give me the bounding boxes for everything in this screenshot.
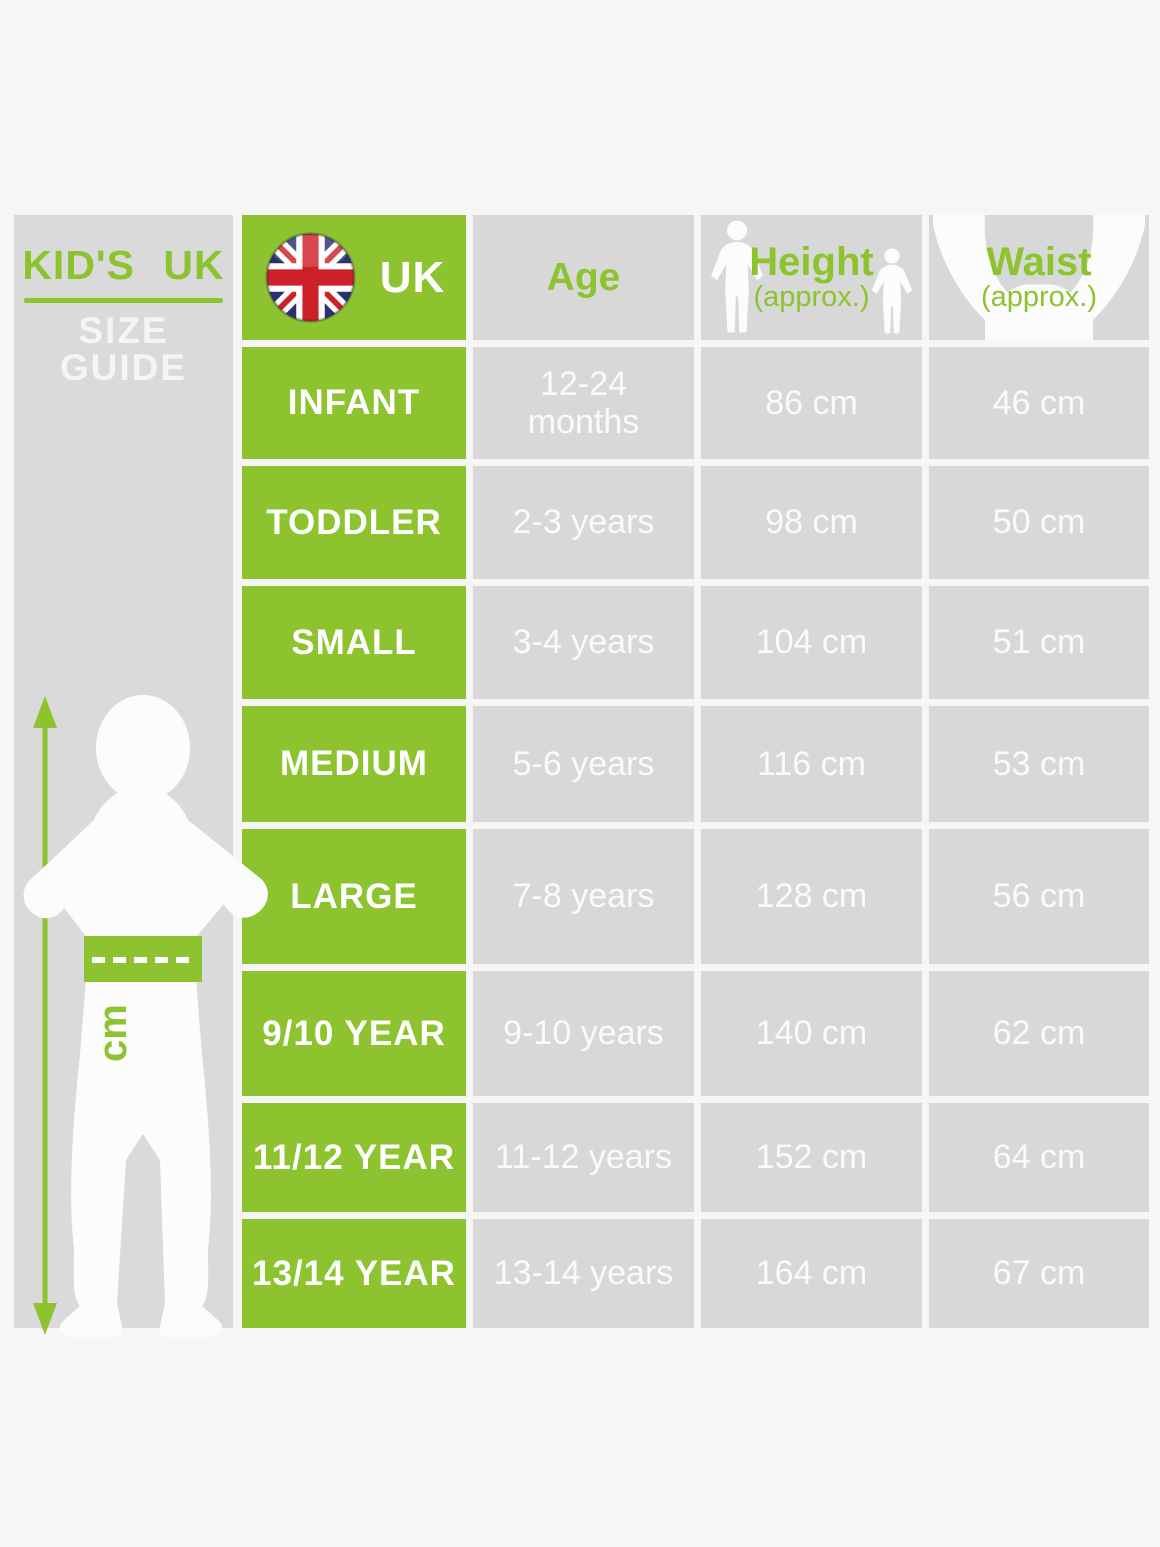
size-cell: SMALL: [242, 586, 466, 699]
header-waist-text: Waist (approx.): [981, 242, 1097, 312]
header-height-text: Height (approx.): [749, 242, 873, 312]
waist-cell-value: 62 cm: [929, 971, 1149, 1096]
panel-title-line2: SIZE GUIDE: [59, 310, 188, 388]
age-cell: 11-12 years: [473, 1103, 694, 1212]
size-cell: 11/12 YEAR: [242, 1103, 466, 1212]
waist-cell-value: 50 cm: [929, 466, 1149, 579]
waist-band-icon: [84, 936, 202, 982]
height-cell: 128 cm: [701, 829, 922, 964]
size-cell: 9/10 YEAR: [242, 971, 466, 1096]
header-uk-label: UK: [379, 252, 446, 302]
child-body: [23, 695, 268, 1337]
size-cell: TODDLER: [242, 466, 466, 579]
age-cell: 7-8 years: [473, 829, 694, 964]
waist-cell-value: 67 cm: [929, 1219, 1149, 1328]
height-cell: 116 cm: [701, 706, 922, 822]
waist-cell-value: 56 cm: [929, 829, 1149, 964]
waist-cell-value: 51 cm: [929, 586, 1149, 699]
panel-title-line1: KID'S UK: [22, 242, 225, 288]
height-cell: 104 cm: [701, 586, 922, 699]
age-cell: 2-3 years: [473, 466, 694, 579]
child-silhouette-icon: cm: [23, 695, 268, 1337]
waist-cell-value: 53 cm: [929, 706, 1149, 822]
header-cell-age: Age: [473, 215, 694, 340]
size-table: UK Age Height (approx.): [242, 215, 1149, 1328]
height-cell: 152 cm: [701, 1103, 922, 1212]
waist-torso-icon: [933, 215, 1145, 340]
age-cell: 12-24 months: [473, 347, 694, 459]
header-age-label: Age: [546, 255, 621, 299]
tall-person-icon: [711, 220, 763, 333]
height-arrow-icon: [33, 696, 57, 1335]
header-cell-uk: UK: [242, 215, 466, 340]
age-cell: 9-10 years: [473, 971, 694, 1096]
panel-title-block: KID'S UK SIZE GUIDE: [14, 215, 233, 388]
title-underline: [24, 298, 223, 303]
height-cell: 164 cm: [701, 1219, 922, 1328]
age-cell: 13-14 years: [473, 1219, 694, 1328]
height-cell: 98 cm: [701, 466, 922, 579]
size-cell: 13/14 YEAR: [242, 1219, 466, 1328]
header-waist-label: Waist: [986, 240, 1092, 285]
height-cell: 86 cm: [701, 347, 922, 459]
size-cell: MEDIUM: [242, 706, 466, 822]
header-cell-waist: Waist (approx.): [929, 215, 1149, 340]
size-cell: INFANT: [242, 347, 466, 459]
age-value: 12-24 months: [527, 364, 640, 441]
height-cell: 140 cm: [701, 971, 922, 1096]
age-cell: 3-4 years: [473, 586, 694, 699]
header-cell-height: Height (approx.): [701, 215, 922, 340]
short-person-icon: [872, 248, 912, 334]
waist-cell-value: 64 cm: [929, 1103, 1149, 1212]
cm-label: cm: [91, 1004, 135, 1062]
age-cell: 5-6 years: [473, 706, 694, 822]
header-height-approx: (approx.): [753, 281, 870, 314]
header-waist-approx: (approx.): [980, 281, 1098, 314]
header-height-label: Height: [749, 240, 874, 285]
waist-cell-value: 46 cm: [929, 347, 1149, 459]
size-cell: LARGE: [242, 829, 466, 964]
uk-flag-icon: [265, 232, 356, 323]
